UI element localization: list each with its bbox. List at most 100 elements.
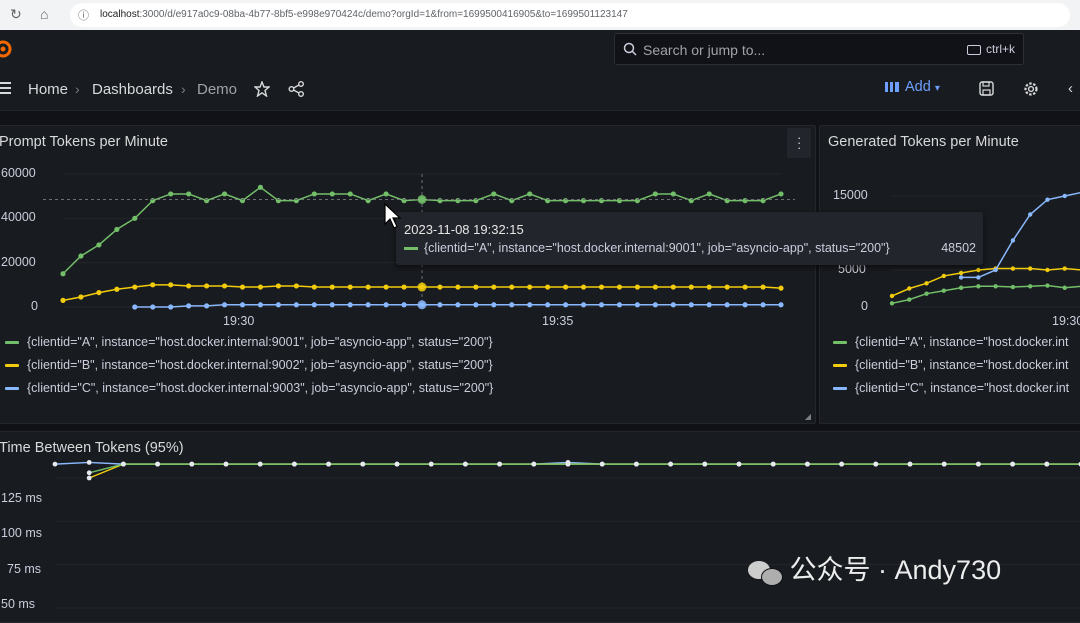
data-point [78, 294, 83, 299]
data-point [384, 284, 389, 289]
data-point [924, 281, 928, 285]
series-line [892, 286, 1080, 304]
data-point [890, 301, 894, 305]
chart-tooltip: 2023-11-08 19:32:15 {clientid="A", insta… [396, 212, 983, 265]
home-icon[interactable]: ⌂ [40, 6, 48, 22]
breadcrumb-separator: › [181, 81, 186, 97]
data-point [348, 191, 353, 196]
legend-item[interactable]: {clientid="C", instance="host.docker.int [833, 381, 1069, 395]
data-point [839, 462, 844, 467]
legend-item[interactable]: {clientid="C", instance="host.docker.int… [5, 381, 493, 395]
menu-icon[interactable] [0, 82, 11, 94]
data-point [401, 198, 406, 203]
data-point [671, 191, 676, 196]
data-point [778, 286, 783, 291]
data-point [671, 284, 676, 289]
data-point [294, 198, 299, 203]
add-button[interactable]: Add ▾ [885, 79, 940, 99]
data-point [437, 198, 442, 203]
legend-item[interactable]: {clientid="A", instance="host.docker.int… [5, 335, 493, 349]
data-point [527, 284, 532, 289]
data-point [258, 284, 263, 289]
data-point [78, 253, 83, 258]
data-point [563, 302, 568, 307]
data-point [563, 198, 568, 203]
data-point [1063, 266, 1067, 270]
data-point [959, 271, 963, 275]
collapse-icon[interactable]: ‹ [1068, 80, 1073, 97]
keyboard-icon [967, 45, 981, 55]
chart-prompt-tokens[interactable] [0, 126, 815, 423]
data-point [150, 282, 155, 287]
data-point [150, 198, 155, 203]
breadcrumb-separator: › [75, 81, 80, 97]
data-point [96, 290, 101, 295]
data-point [240, 302, 245, 307]
breadcrumb-bar: Home › Dashboards › Demo Add ▾ ‹ [0, 68, 1080, 111]
data-point [429, 462, 434, 467]
data-point [150, 304, 155, 309]
data-point [366, 198, 371, 203]
data-point [635, 284, 640, 289]
data-point [258, 462, 263, 467]
data-point [366, 284, 371, 289]
mouse-cursor-icon [384, 203, 402, 229]
address-bar[interactable]: ⓘ localhost:3000/d/e917a0c9-08ba-4b77-8b… [70, 3, 1070, 27]
share-icon[interactable] [288, 81, 305, 97]
watermark: 公众号 · Andy730 [748, 548, 1001, 587]
data-point [743, 302, 748, 307]
data-point [132, 284, 137, 289]
star-icon[interactable] [254, 81, 270, 97]
search-icon [623, 42, 637, 56]
top-nav: Search or jump to... ctrl+k [0, 30, 1080, 69]
data-point [114, 287, 119, 292]
breadcrumb-dashboards[interactable]: Dashboards [92, 81, 173, 98]
data-point [707, 191, 712, 196]
data-point [53, 462, 58, 467]
data-point [531, 462, 536, 467]
legend-item[interactable]: {clientid="A", instance="host.docker.int [833, 335, 1068, 349]
legend-swatch [833, 387, 847, 390]
data-point [1011, 238, 1015, 242]
data-point [87, 476, 92, 481]
data-point [186, 303, 191, 308]
data-point [635, 198, 640, 203]
data-point [976, 268, 980, 272]
legend-swatch [5, 387, 19, 390]
legend-item[interactable]: {clientid="B", instance="host.docker.int… [5, 358, 493, 372]
data-point [437, 284, 442, 289]
data-point [993, 268, 997, 272]
data-point [292, 462, 297, 467]
gear-icon[interactable] [1023, 81, 1039, 97]
data-point [114, 227, 119, 232]
data-point [907, 297, 911, 301]
info-icon: ⓘ [78, 7, 89, 23]
data-point [527, 302, 532, 307]
hover-point [418, 300, 427, 309]
data-point [959, 286, 963, 290]
data-point [204, 283, 209, 288]
breadcrumb-home[interactable]: Home [28, 81, 68, 98]
data-point [1011, 266, 1015, 270]
save-icon[interactable] [979, 81, 994, 96]
legend-item[interactable]: {clientid="B", instance="host.docker.int [833, 358, 1068, 372]
data-point [599, 302, 604, 307]
search-box[interactable]: Search or jump to... ctrl+k [614, 33, 1024, 65]
data-point [600, 462, 605, 467]
data-point [778, 191, 783, 196]
data-point [1028, 212, 1032, 216]
data-point [155, 462, 160, 467]
resize-handle-icon[interactable]: ◢ [805, 412, 811, 421]
grafana-logo-icon[interactable] [0, 38, 12, 60]
reload-icon[interactable]: ↻ [10, 6, 22, 23]
data-point [509, 198, 514, 203]
data-point [725, 198, 730, 203]
chart-time-between-tokens[interactable] [0, 432, 1080, 622]
data-point [312, 191, 317, 196]
data-point [707, 284, 712, 289]
data-point [545, 284, 550, 289]
chart-generated-tokens[interactable] [820, 126, 1080, 423]
data-point [653, 302, 658, 307]
data-point [455, 302, 460, 307]
data-point [491, 284, 496, 289]
